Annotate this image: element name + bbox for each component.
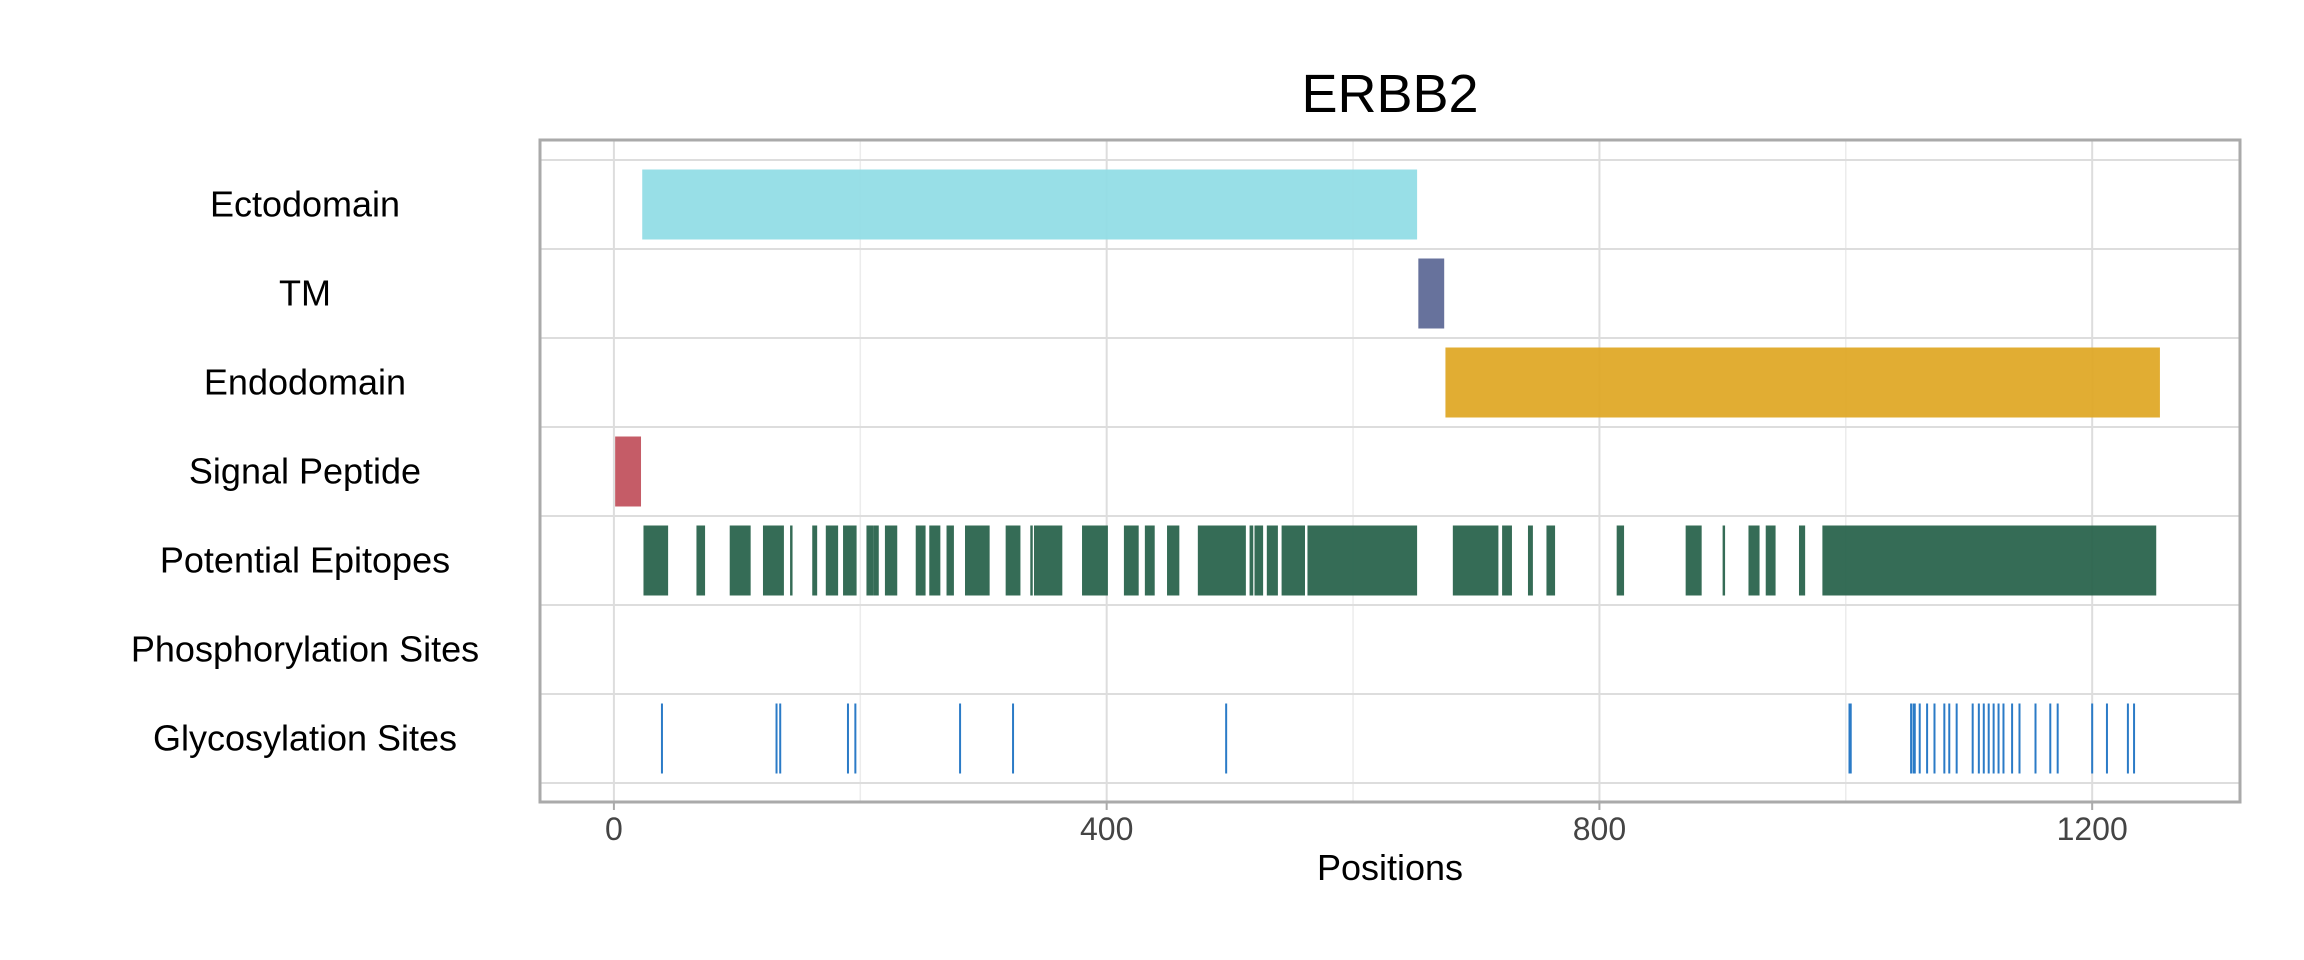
row-label: TM: [279, 273, 331, 314]
segment-bar: [1249, 525, 1254, 596]
segment-bar: [696, 525, 706, 596]
segment-bar: [1005, 525, 1021, 596]
segment-bar: [825, 525, 839, 596]
segment-bar: [1616, 525, 1625, 596]
tick-label: 0: [605, 811, 623, 847]
segment-bar: [1722, 525, 1726, 596]
row-label: Signal Peptide: [189, 451, 421, 492]
segment-bar: [643, 525, 669, 596]
segment-bar: [1123, 525, 1139, 596]
segment-bar: [843, 525, 857, 596]
segment-bar: [1685, 525, 1702, 596]
segment-bar: [946, 525, 954, 596]
segment-bar: [1452, 525, 1499, 596]
segment-bar: [642, 169, 1418, 240]
segment-bar: [1033, 525, 1063, 596]
x-axis-title: Positions: [1317, 847, 1463, 888]
tick-label: 400: [1080, 811, 1133, 847]
segment-bar: [1144, 525, 1155, 596]
segment-bar: [965, 525, 990, 596]
row-label: Phosphorylation Sites: [131, 629, 479, 670]
segment-bar: [1502, 525, 1512, 596]
segment-bar: [1030, 525, 1033, 596]
segment-bar: [1307, 525, 1418, 596]
grid: [540, 140, 2240, 802]
segment-bar: [1748, 525, 1760, 596]
segment-bar: [1266, 525, 1278, 596]
segment-bar: [1527, 525, 1533, 596]
row-label: Glycosylation Sites: [153, 718, 457, 759]
row-label: Ectodomain: [210, 184, 400, 225]
segment-bar: [1197, 525, 1246, 596]
track-endodomain: [1445, 347, 2160, 418]
segment-bar: [1418, 258, 1445, 329]
segment-bar: [1546, 525, 1556, 596]
segment-bar: [866, 525, 874, 596]
segment-bar: [915, 525, 926, 596]
track-ectodomain: [642, 169, 1418, 240]
track-glycosylation-sites: [660, 703, 2136, 774]
segment-bar: [1798, 525, 1806, 596]
segment-bar: [1445, 347, 2160, 418]
segment-bar: [1822, 525, 2157, 596]
segment-bar: [1082, 525, 1108, 596]
track-potential-epitopes: [643, 525, 2157, 596]
segment-bar: [884, 525, 898, 596]
segment-bar: [1254, 525, 1264, 596]
row-label: Endodomain: [204, 362, 406, 403]
x-axis-ticks: 0 400 800 1200: [605, 802, 2128, 847]
tracks: [615, 169, 2160, 774]
track-tm: [1418, 258, 1445, 329]
chart-title: ERBB2: [1301, 64, 1478, 124]
segment-bar: [1281, 525, 1305, 596]
segment-bar: [729, 525, 751, 596]
segment-bar: [615, 436, 642, 507]
segment-bar: [1167, 525, 1180, 596]
row-label: Potential Epitopes: [160, 540, 450, 581]
segment-bar: [812, 525, 818, 596]
segment-bar: [929, 525, 941, 596]
segment-bar: [1765, 525, 1776, 596]
tick-label: 800: [1573, 811, 1626, 847]
row-labels: Ectodomain TM Endodomain Signal Peptide Pote…: [131, 184, 479, 759]
segment-bar: [873, 525, 879, 596]
tick-label: 1200: [2057, 811, 2128, 847]
track-signal-peptide: [615, 436, 642, 507]
segment-bar: [762, 525, 784, 596]
plot-border: [538, 138, 2242, 804]
segment-bar: [790, 525, 793, 596]
